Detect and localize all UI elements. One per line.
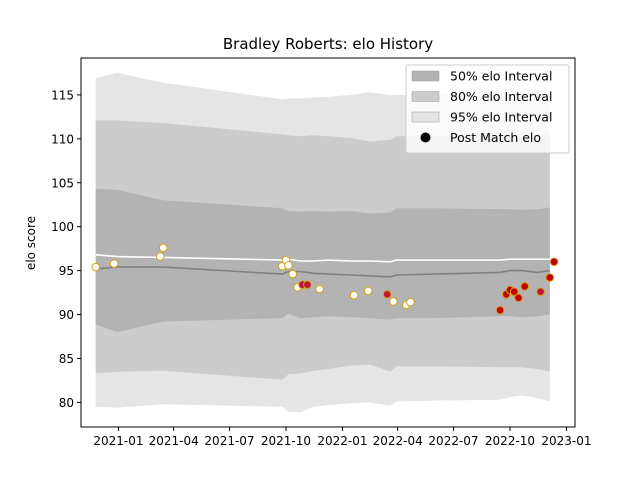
post-match-point xyxy=(382,290,392,299)
x-axis: 2021-01 2021-04 2021-07 2021-10 2022-01 2022-… xyxy=(93,427,591,448)
legend-swatch-3 xyxy=(411,111,440,123)
y-tick-label: 115 xyxy=(51,88,74,102)
legend-label: Post Match elo xyxy=(450,130,541,145)
post-match-point xyxy=(109,259,119,268)
x-tick-label: 2022-04 xyxy=(373,434,423,448)
x-tick-label: 2023-01 xyxy=(541,434,591,448)
post-match-point xyxy=(155,252,165,261)
y-axis: 80 85 90 95 100 105 110 115 xyxy=(51,88,81,410)
legend-box xyxy=(405,64,570,154)
post-match-point xyxy=(536,287,545,297)
legend-swatch-2 xyxy=(411,91,440,102)
post-match-point xyxy=(549,257,559,267)
y-tick-label: 105 xyxy=(51,176,74,190)
y-axis-label: elo score xyxy=(24,216,38,270)
post-match-point xyxy=(288,269,298,279)
post-match-point xyxy=(495,305,505,315)
y-tick-label: 80 xyxy=(59,396,74,410)
post-match-point xyxy=(514,293,523,303)
post-match-point xyxy=(363,286,373,296)
y-tick-label: 100 xyxy=(51,220,74,234)
elo-lines xyxy=(95,254,550,278)
post-match-point xyxy=(520,282,530,291)
plot-area xyxy=(91,72,559,413)
post-match-point xyxy=(315,284,325,294)
legend-swatch-1 xyxy=(411,70,440,82)
x-tick-label: 2021-10 xyxy=(261,434,311,448)
post-match-point xyxy=(303,280,312,290)
x-tick-label: 2022-10 xyxy=(485,434,535,448)
post-match-point xyxy=(389,297,398,306)
x-tick-label: 2021-01 xyxy=(93,434,143,448)
x-tick-label: 2021-07 xyxy=(204,434,254,448)
mean-elo-line xyxy=(95,254,550,263)
post-match-points xyxy=(91,243,559,315)
x-tick-label: 2022-01 xyxy=(317,434,367,448)
x-tick-label: 2022-07 xyxy=(428,434,478,448)
post-match-point xyxy=(545,273,555,282)
center-elo-line xyxy=(95,266,550,278)
post-match-point xyxy=(509,287,519,297)
legend-label: 50% elo Interval xyxy=(450,69,552,84)
y-tick-label: 85 xyxy=(59,352,74,366)
post-match-point xyxy=(91,262,100,272)
x-tick-label: 2021-04 xyxy=(149,434,199,448)
chart-title: Bradley Roberts: elo History xyxy=(223,35,433,53)
y-tick-label: 110 xyxy=(51,132,74,146)
legend-label: 95% elo Interval xyxy=(450,110,552,125)
post-match-point xyxy=(284,261,293,270)
legend-label: 80% elo Interval xyxy=(450,89,552,104)
post-match-point xyxy=(406,297,415,307)
legend-marker xyxy=(420,132,431,143)
post-match-point xyxy=(349,290,359,300)
y-tick-label: 90 xyxy=(59,308,74,322)
axes-frame xyxy=(80,57,576,428)
y-tick-label: 95 xyxy=(59,264,74,278)
interval-bands xyxy=(95,72,550,413)
post-match-point xyxy=(158,243,168,253)
legend: 50% elo Interval 80% elo Interval 95% elo … xyxy=(405,64,570,154)
